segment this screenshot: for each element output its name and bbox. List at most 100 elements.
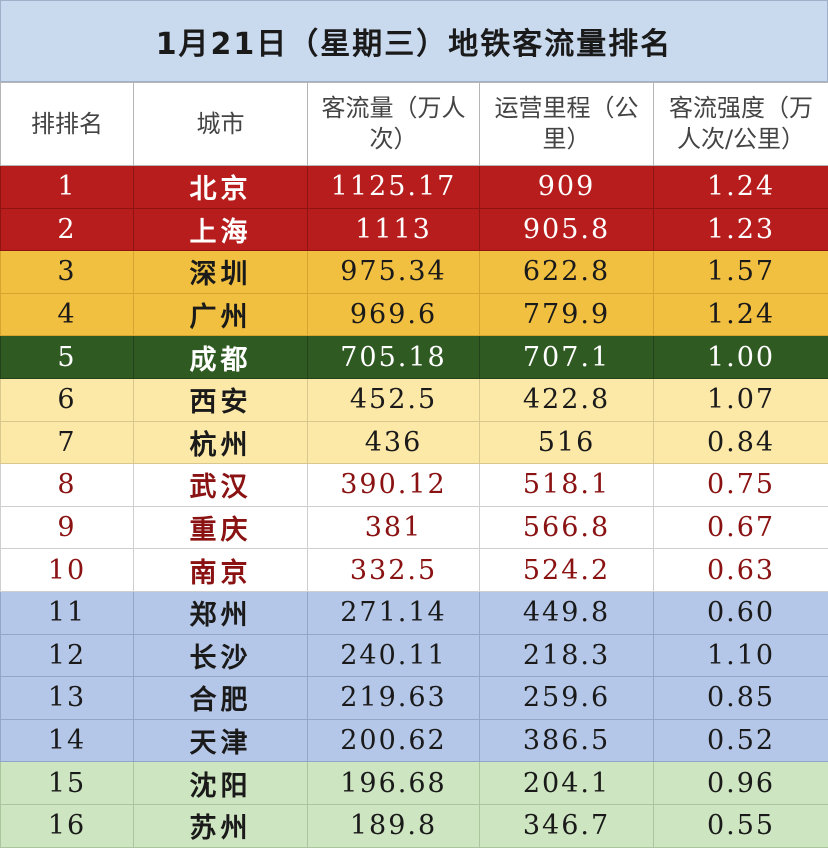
- intensity-cell: 0.96: [654, 762, 828, 805]
- intensity-cell: 0.85: [654, 677, 828, 720]
- intensity-cell: 1.24: [654, 166, 828, 209]
- mileage-cell: 516: [480, 421, 654, 464]
- rank-cell: 2: [1, 208, 134, 251]
- mileage-cell: 909: [480, 166, 654, 209]
- mileage-cell: 449.8: [480, 591, 654, 634]
- header-mileage: 运营里程（公里）: [480, 83, 654, 166]
- header-intensity: 客流强度（万人次/公里）: [654, 83, 828, 166]
- intensity-cell: 0.60: [654, 591, 828, 634]
- mileage-cell: 204.1: [480, 762, 654, 805]
- rank-cell: 8: [1, 464, 134, 507]
- intensity-cell: 1.00: [654, 336, 828, 379]
- intensity-cell: 1.10: [654, 634, 828, 677]
- city-cell: 上海: [134, 208, 308, 251]
- mileage-cell: 779.9: [480, 293, 654, 336]
- intensity-cell: 1.24: [654, 293, 828, 336]
- flow-cell: 436: [308, 421, 480, 464]
- flow-cell: 969.6: [308, 293, 480, 336]
- intensity-cell: 1.07: [654, 378, 828, 421]
- flow-cell: 271.14: [308, 591, 480, 634]
- intensity-cell: 0.52: [654, 719, 828, 762]
- intensity-cell: 1.23: [654, 208, 828, 251]
- city-cell: 成都: [134, 336, 308, 379]
- mileage-cell: 566.8: [480, 506, 654, 549]
- header-city: 城市: [134, 83, 308, 166]
- flow-cell: 240.11: [308, 634, 480, 677]
- mileage-cell: 905.8: [480, 208, 654, 251]
- mileage-cell: 259.6: [480, 677, 654, 720]
- rank-cell: 4: [1, 293, 134, 336]
- city-cell: 天津: [134, 719, 308, 762]
- city-cell: 长沙: [134, 634, 308, 677]
- rank-cell: 7: [1, 421, 134, 464]
- city-cell: 广州: [134, 293, 308, 336]
- table-title: 1月21日（星期三）地铁客流量排名: [0, 0, 828, 82]
- rank-cell: 15: [1, 762, 134, 805]
- flow-cell: 705.18: [308, 336, 480, 379]
- intensity-cell: 0.84: [654, 421, 828, 464]
- city-cell: 西安: [134, 378, 308, 421]
- flow-cell: 452.5: [308, 378, 480, 421]
- mileage-cell: 422.8: [480, 378, 654, 421]
- city-cell: 杭州: [134, 421, 308, 464]
- rank-cell: 14: [1, 719, 134, 762]
- intensity-cell: 0.67: [654, 506, 828, 549]
- city-cell: 郑州: [134, 591, 308, 634]
- flow-cell: 196.68: [308, 762, 480, 805]
- city-cell: 深圳: [134, 251, 308, 294]
- rank-cell: 6: [1, 378, 134, 421]
- flow-cell: 219.63: [308, 677, 480, 720]
- header-flow: 客流量（万人次）: [308, 83, 480, 166]
- rank-cell: 9: [1, 506, 134, 549]
- rank-cell: 10: [1, 549, 134, 592]
- city-cell: 沈阳: [134, 762, 308, 805]
- flow-cell: 390.12: [308, 464, 480, 507]
- mileage-cell: 707.1: [480, 336, 654, 379]
- header-row: 排排名 城市 客流量（万人次） 运营里程（公里） 客流强度（万人次/公里）: [1, 83, 828, 166]
- flow-cell: 332.5: [308, 549, 480, 592]
- mileage-cell: 622.8: [480, 251, 654, 294]
- flow-cell: 975.34: [308, 251, 480, 294]
- intensity-cell: 0.75: [654, 464, 828, 507]
- city-cell: 南京: [134, 549, 308, 592]
- header-rank: 排排名: [1, 83, 134, 166]
- rank-cell: 5: [1, 336, 134, 379]
- flow-cell: 200.62: [308, 719, 480, 762]
- flow-cell: 1125.17: [308, 166, 480, 209]
- mileage-cell: 518.1: [480, 464, 654, 507]
- flow-cell: 1113: [308, 208, 480, 251]
- city-cell: 武汉: [134, 464, 308, 507]
- rank-cell: 12: [1, 634, 134, 677]
- city-cell: 北京: [134, 166, 308, 209]
- flow-cell: 381: [308, 506, 480, 549]
- intensity-cell: 1.57: [654, 251, 828, 294]
- city-cell: 合肥: [134, 677, 308, 720]
- rank-cell: 11: [1, 591, 134, 634]
- rank-cell: 3: [1, 251, 134, 294]
- rank-cell: 1: [1, 166, 134, 209]
- rank-cell: 13: [1, 677, 134, 720]
- mileage-cell: 386.5: [480, 719, 654, 762]
- mileage-cell: 218.3: [480, 634, 654, 677]
- mileage-cell: 524.2: [480, 549, 654, 592]
- intensity-cell: 0.63: [654, 549, 828, 592]
- city-cell: 重庆: [134, 506, 308, 549]
